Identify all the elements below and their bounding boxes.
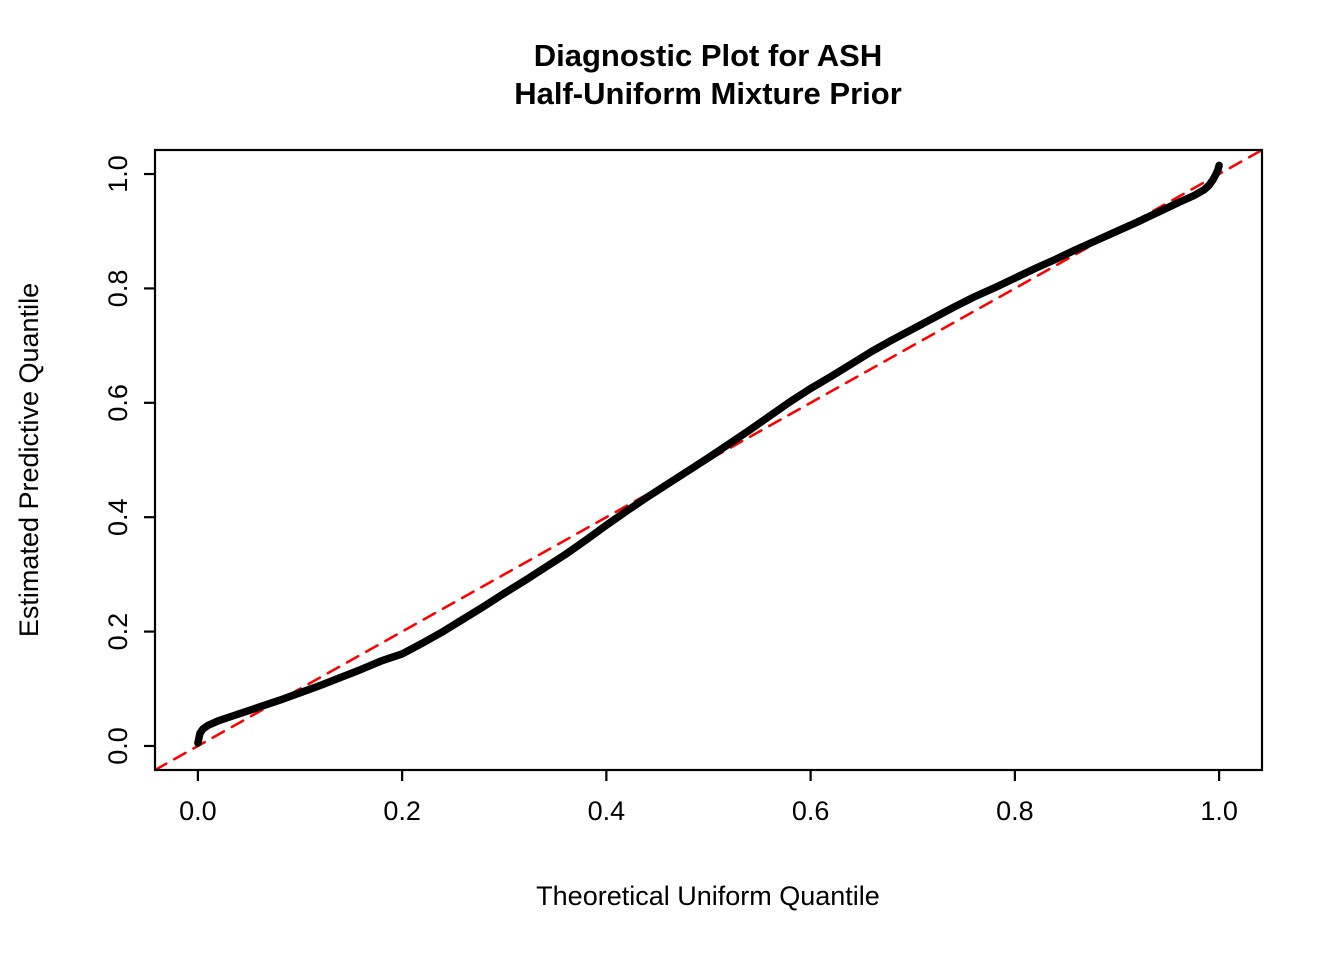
x-axis-label: Theoretical Uniform Quantile: [536, 881, 880, 911]
x-tick-label: 0.0: [179, 796, 217, 826]
x-tick-label: 0.6: [792, 796, 830, 826]
x-tick-label: 0.4: [588, 796, 626, 826]
y-axis-label: Estimated Predictive Quantile: [14, 283, 44, 637]
plot-title-line1: Diagnostic Plot for ASH: [534, 38, 882, 73]
estimated-predictive-quantile-curve-line: [194, 161, 1223, 747]
x-tick-label: 1.0: [1200, 796, 1238, 826]
y-tick-label: 0.4: [103, 498, 133, 536]
plot-box-border: [153, 148, 1264, 772]
y-tick-label: 0.8: [103, 270, 133, 308]
x-tick-label: 0.8: [996, 796, 1034, 826]
y-tick-label: 0.0: [103, 727, 133, 765]
y-tick-label: 0.6: [103, 384, 133, 422]
y-tick-label: 1.0: [103, 155, 133, 193]
data-layer: [155, 150, 1262, 770]
x-axis-ticks: 0.0 0.2 0.4 0.6 0.8 1.0: [179, 770, 1238, 826]
plot-title-line2: Half-Uniform Mixture Prior: [514, 76, 902, 111]
x-tick-label: 0.2: [383, 796, 421, 826]
y-axis-ticks: 0.0 0.2 0.4 0.6 0.8 1.0: [103, 155, 155, 765]
plot-area: 0.0 0.2 0.4 0.6 0.8 1.0 0.0 0.2 0.4 0.6 0.8 1.0: [103, 148, 1264, 826]
y-tick-label: 0.2: [103, 613, 133, 651]
reference-diagonal-line: [155, 150, 1262, 770]
